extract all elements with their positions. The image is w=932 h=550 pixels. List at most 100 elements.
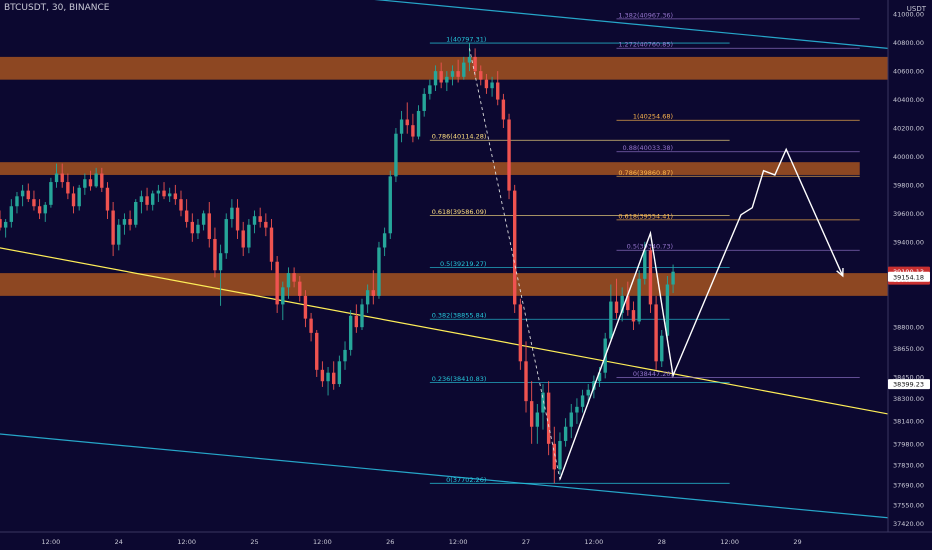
candle-body [648,250,653,305]
candle-body [343,349,347,362]
candle-body [665,284,670,336]
candle-body [643,250,647,279]
candle-body [179,199,183,211]
candle-body [479,71,483,80]
fib-label-10: 1(40254.68) [633,113,673,121]
candle-body [207,213,211,239]
candle-body [252,216,257,225]
x-tick-label: 12:00 [177,538,196,546]
fib-label-5: 0.382(38855.84) [432,312,487,320]
candle-body [394,133,398,177]
candle-body [190,221,195,234]
candle-body [439,71,443,83]
candle-body [501,99,506,120]
yellow-trendline[interactable] [0,245,889,415]
y-tick-label: 38140.00 [893,418,924,426]
fib-label-7: 0(37702.26) [446,476,486,484]
channel-upper[interactable] [351,0,889,49]
x-tick-label: 12:00 [585,538,604,546]
x-tick-label: 12:00 [720,538,739,546]
candle-body [264,221,268,228]
candle-body [597,372,602,382]
y-tick-label: 37550.00 [893,501,924,509]
resistance-zone-2[interactable] [0,162,860,175]
candle-body [563,426,568,441]
candle-body [507,119,511,191]
candle-body [275,261,279,305]
candle-body [609,301,613,339]
candle-body [399,119,404,134]
candle-body [382,233,387,248]
fib-label-4: 0.5(39219.27) [440,260,486,268]
candle-body [230,207,234,220]
price-badge-3 [888,379,930,390]
candle-body [309,318,313,333]
candle-body [286,273,291,288]
candle-body [558,440,562,470]
candle-body [654,304,658,362]
x-tick-label: 28 [658,538,666,546]
candle-body [100,173,104,188]
x-tick-label: 24 [115,538,123,546]
y-tick-label: 37420.00 [893,520,924,528]
candle-body [575,406,579,413]
candle-body [235,207,240,231]
candle-body [422,93,426,111]
projection-path[interactable] [559,147,844,480]
candle-body [49,182,53,205]
candle-body [43,204,47,214]
y-tick-label: 40200.00 [893,125,924,133]
resistance-zone-1[interactable] [0,56,888,80]
candle-body [303,295,308,319]
resistance-zone-3[interactable] [0,273,888,296]
candle-body [631,310,636,322]
candle-body [467,56,472,63]
candle-body [247,224,251,248]
candle-body [94,173,98,187]
x-tick-label: 25 [250,538,258,546]
candle-body [32,199,36,207]
fib-label-6: 0.236(38410.83) [432,375,487,383]
y-tick-label: 40000.00 [893,153,924,161]
candle-body [139,196,144,202]
candle-body [416,110,421,137]
y-tick-label: 38450.00 [893,373,924,381]
candle-body [541,392,545,413]
y-tick-label: 39800.00 [893,181,924,189]
candle-body [535,412,540,427]
fib-label-9: 1.272(40760.85) [618,41,673,49]
candle-body [326,372,330,382]
candle-body [134,201,138,225]
candle-body [433,71,438,86]
candle-body [337,361,342,385]
candle-body [117,224,121,245]
candle-body [88,179,93,187]
candle-body [224,219,228,254]
candle-body [60,173,64,183]
candle-body [241,230,245,248]
candle-body [37,206,42,214]
channel-lower[interactable] [0,432,889,519]
y-tick-label: 39600.00 [893,210,924,218]
currency-label: USDT [907,5,927,13]
x-tick-label: 29 [793,538,801,546]
candle-body [620,295,624,313]
candle-body [105,187,110,211]
x-tick-label: 27 [522,538,530,546]
fib-label-2: 0.786(40114.28) [432,133,487,141]
candle-body [586,389,590,396]
candle-body [546,392,551,444]
y-tick-label: 37830.00 [893,462,924,470]
candle-body [456,71,460,77]
time-axis[interactable] [0,532,932,550]
fib-label-15: 0(38447.20) [633,370,673,378]
candle-body [201,213,206,225]
fib-label-3: 0.618(39586.09) [432,208,487,216]
candle-body [9,206,14,222]
fib-label-14: 0.5(39340.73) [627,243,673,251]
candle-body [513,190,517,305]
y-tick-label: 39400.00 [893,238,924,246]
candle-body [473,56,477,72]
